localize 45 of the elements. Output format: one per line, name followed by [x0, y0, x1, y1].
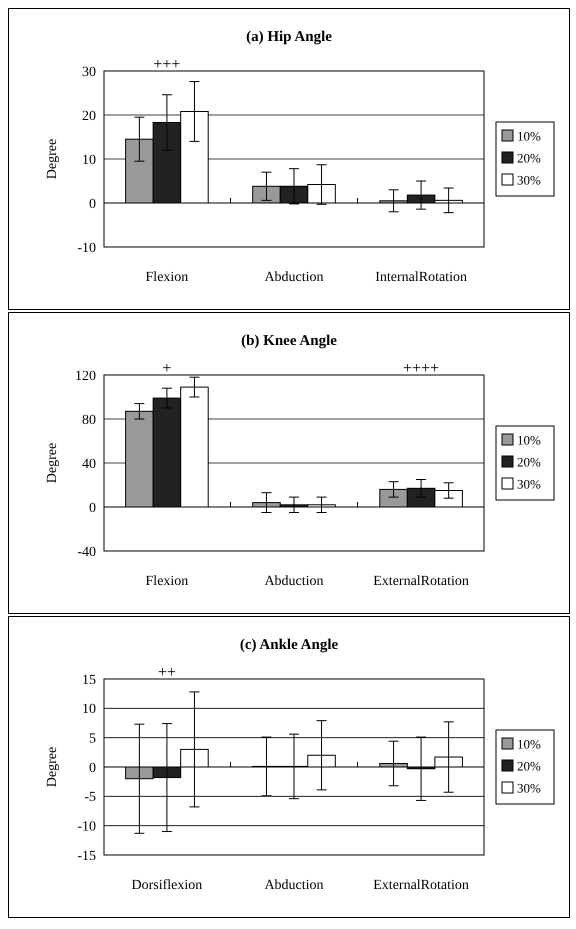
x-tick-label: Flexion	[146, 574, 188, 589]
legend-label: 10%	[517, 128, 541, 144]
y-tick-label: 0	[89, 500, 96, 516]
y-axis-title: Degree	[45, 442, 60, 484]
x-tick-label: ExternalRotation	[373, 574, 469, 589]
chart-title: (c) Ankle Angle	[240, 637, 339, 653]
y-tick-label: -10	[77, 240, 96, 256]
y-tick-label: 10	[82, 152, 96, 168]
legend-label: 30%	[517, 172, 541, 188]
legend-label: 20%	[517, 150, 541, 166]
x-tick-label: Abduction	[264, 878, 324, 893]
y-axis-title: Degree	[45, 138, 60, 180]
x-tick-label: InternalRotation	[375, 270, 467, 285]
annotation: ++++	[403, 360, 440, 377]
legend-label: 20%	[517, 454, 541, 470]
legend-label: 10%	[517, 736, 541, 752]
y-tick-label: 0	[89, 196, 96, 212]
y-tick-label: -10	[77, 820, 96, 835]
y-tick-label: 5	[89, 732, 96, 747]
chart-title: (b) Knee Angle	[241, 333, 338, 349]
x-tick-label: Abduction	[264, 574, 324, 589]
y-tick-label: 20	[82, 108, 96, 124]
legend-label: 10%	[517, 432, 541, 448]
y-tick-label: 80	[82, 412, 96, 428]
legend-label: 30%	[517, 476, 541, 492]
x-tick-label: Abduction	[264, 270, 324, 285]
y-tick-label: -40	[77, 544, 96, 560]
chart-title: (a) Hip Angle	[246, 29, 332, 45]
annotation: +	[162, 360, 172, 377]
annotation: +++	[153, 56, 180, 73]
annotation: ++	[158, 664, 176, 681]
x-tick-label: Flexion	[146, 270, 188, 285]
y-tick-label: 30	[82, 64, 96, 80]
x-tick-label: Dorsiflexion	[132, 878, 202, 893]
y-tick-label: 0	[89, 760, 96, 776]
y-axis-title: Degree	[45, 746, 60, 788]
legend-label: 20%	[517, 758, 541, 774]
y-tick-label: -5	[84, 790, 96, 806]
x-tick-label: ExternalRotation	[373, 878, 469, 893]
y-tick-label: 120	[75, 368, 96, 384]
legend-label: 30%	[517, 780, 541, 796]
y-tick-label: 10	[82, 702, 96, 718]
y-tick-label: 15	[82, 672, 96, 688]
y-tick-label: -15	[77, 848, 96, 864]
y-tick-label: 40	[82, 456, 96, 472]
